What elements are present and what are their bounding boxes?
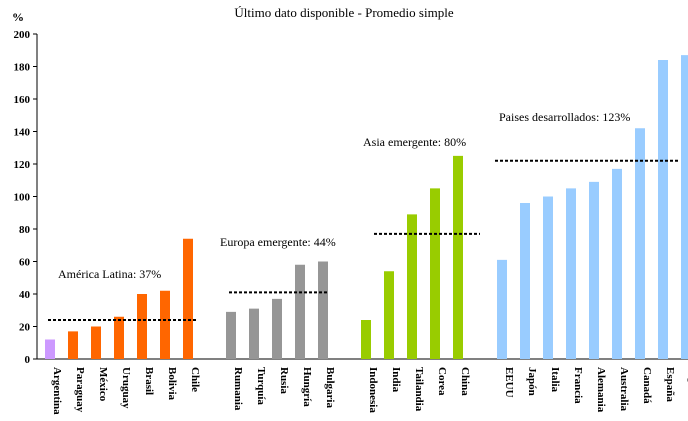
category-label: España xyxy=(664,367,676,402)
y-tick-label: 40 xyxy=(19,289,31,301)
chart-title: Último dato disponible - Promedio simple xyxy=(234,5,453,20)
bar-italia xyxy=(543,196,553,359)
y-tick-label: 180 xyxy=(14,62,31,74)
category-label: Alemania xyxy=(595,367,607,413)
bar-hungría xyxy=(295,264,305,359)
category-label: Turquía xyxy=(255,367,267,405)
bar-méxico xyxy=(91,326,101,359)
group-annotation: Paises desarrollados: 123% xyxy=(499,110,630,124)
category-label: Francia xyxy=(572,367,584,404)
category-label: Bulgaria xyxy=(324,367,336,408)
bar-china xyxy=(453,155,463,359)
category-labels: Argentina Paraguay México Uruguay Brasil Boli… xyxy=(51,367,688,416)
category-label: Bolivia xyxy=(166,367,178,401)
average-lines xyxy=(48,159,679,321)
bar-rumania xyxy=(226,311,236,359)
bars xyxy=(45,55,688,359)
bar-australia xyxy=(612,168,622,359)
category-label: Brasil xyxy=(143,367,155,395)
category-label: Indonesia xyxy=(367,367,379,413)
bar-turquía xyxy=(249,308,259,359)
category-label: Australia xyxy=(618,367,630,412)
y-tick-label: 140 xyxy=(14,127,31,139)
y-tick-label: 60 xyxy=(19,257,31,269)
category-label: Japón xyxy=(526,367,538,396)
category-label: Canadá xyxy=(641,367,653,404)
category-label: Corea xyxy=(436,367,448,396)
category-label: EEUU xyxy=(503,367,515,398)
category-label: India xyxy=(390,367,402,393)
category-label: Rusia xyxy=(278,367,290,394)
group-annotation: Europa emergente: 44% xyxy=(220,235,336,249)
group-annotation: América Latina: 37% xyxy=(58,267,161,281)
bar-paraguay xyxy=(68,331,78,359)
category-label: Chile xyxy=(189,367,201,392)
category-label: Italia xyxy=(549,367,561,393)
y-tick-label: 120 xyxy=(14,159,31,171)
y-tick-label: 160 xyxy=(14,94,31,106)
category-label: México xyxy=(97,367,109,402)
category-label: Argentina xyxy=(51,367,63,415)
group-annotations: América Latina: 37% Europa emergente: 44%… xyxy=(58,110,630,281)
bar-india xyxy=(384,271,394,359)
y-tick-label: 80 xyxy=(19,224,31,236)
bar-tailandia xyxy=(407,214,417,359)
bar-chile xyxy=(183,238,193,359)
bar-uruguay xyxy=(114,316,124,359)
bar-eeuu xyxy=(497,259,507,359)
group-annotation: Asia emergente: 80% xyxy=(363,135,466,149)
bar-canadá xyxy=(635,128,645,359)
y-tick-label: 0 xyxy=(25,354,31,366)
bar-francia xyxy=(566,188,576,359)
bar-españa xyxy=(658,60,668,359)
y-axis-unit: % xyxy=(12,10,24,24)
category-label: Hungría xyxy=(301,367,313,407)
category-label: China xyxy=(459,367,471,396)
category-label: Rumania xyxy=(232,367,244,411)
bar-rusia xyxy=(272,298,282,359)
y-tick-label: 20 xyxy=(19,322,31,334)
category-label: Tailandia xyxy=(413,367,425,412)
bar-alemania xyxy=(589,181,599,359)
bar-inglaterra xyxy=(681,55,688,359)
y-tick-label: 200 xyxy=(14,29,31,41)
bar-brasil xyxy=(137,294,147,359)
axes: 0 20 40 60 80 100 120 140 160 180 200 xyxy=(14,29,688,366)
bar-bolivia xyxy=(160,290,170,359)
bar-corea xyxy=(430,188,440,359)
bar-japón xyxy=(520,203,530,359)
y-tick-label: 100 xyxy=(14,192,31,204)
bar-indonesia xyxy=(361,320,371,359)
category-label: Uruguay xyxy=(120,367,132,409)
bar-argentina xyxy=(45,339,55,359)
category-label: Paraguay xyxy=(74,367,86,413)
bar-bulgaria xyxy=(318,261,328,359)
